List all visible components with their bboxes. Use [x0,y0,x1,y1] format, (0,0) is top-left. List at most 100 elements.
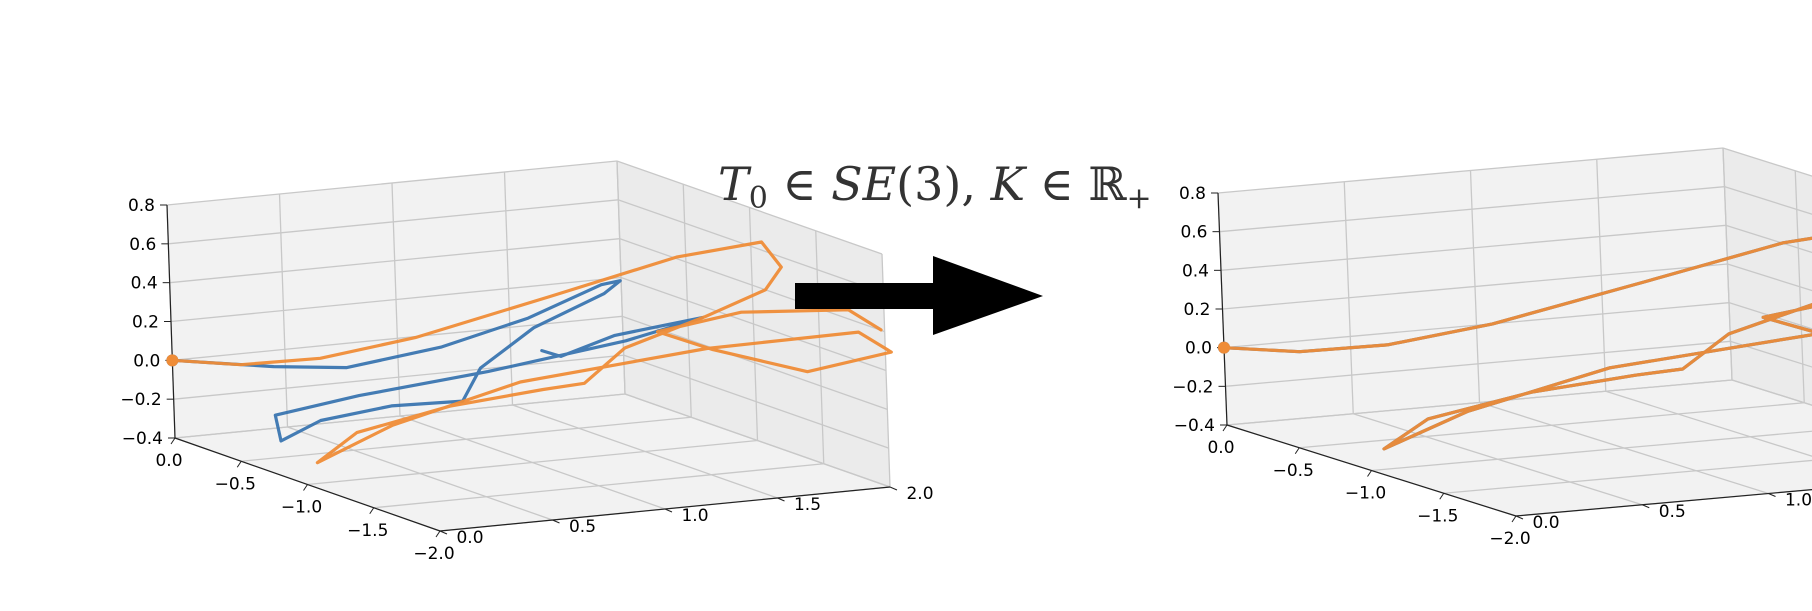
x-tick-mark [236,460,242,468]
z-tick-label: −0.4 [1174,416,1215,436]
x-tick-label: −1.0 [281,498,322,518]
y-tick-mark [1642,504,1650,509]
z-tick-label: 0.6 [1180,223,1207,243]
z-gridline [1225,340,1731,387]
z-tick-label: 0.8 [1179,184,1206,204]
transform-label: T0 ∈ SE(3), K ∈ ℝ+ [718,157,1152,216]
x-tick-mark [1222,424,1228,432]
z-gridline [1730,340,1812,368]
z-gridline [1222,263,1728,310]
x-tick-mark [1439,492,1445,500]
z-tick-label: −0.4 [122,429,163,449]
z-gridline [620,276,887,372]
arrow-head [933,256,1043,335]
z-gridline [618,199,884,294]
z-gridline [166,160,618,206]
z-tick-label: 0.4 [1182,261,1209,281]
formula-T: T [718,157,752,211]
formula-in-2: ∈ [1025,157,1088,211]
z-gridline [168,199,619,245]
z-gridline [174,393,626,439]
z-tick-label: 0.2 [132,313,159,333]
plot-after-alignment: 0.0−0.5−1.0−1.5−2.00.00.51.01.52.0−0.4−0… [1172,147,1812,549]
trajectory-series-2 [170,240,893,465]
z-gridline [1223,302,1730,349]
y-gridline [512,404,778,499]
x-tick-mark [303,484,308,491]
x-tick-label: −2.0 [413,544,454,564]
y-tick-mark [1768,493,1776,497]
z-tick-label: 0.2 [1183,300,1210,320]
formula-paren: (3), [896,157,990,211]
formula-T-subscript: 0 [749,181,768,216]
x-tick-label: −1.5 [1417,506,1458,526]
z-tick-label: −0.2 [1172,377,1213,397]
x-tick-label: −0.5 [1273,461,1314,481]
z-tick-label: 0.4 [131,274,158,294]
formula-R-subscript: + [1126,181,1151,216]
z-tick-label: −0.2 [120,390,161,410]
x-tick-mark [435,530,441,538]
formula-K: K [990,157,1028,211]
z-gridline [616,160,883,255]
y-gridline [399,415,666,510]
x-tick-mark [1367,470,1372,477]
formula-SE: SE [831,157,896,211]
z-gridline [619,238,885,333]
x-tick-label: −1.0 [1345,484,1386,504]
floor-pane [1227,380,1812,516]
z-tick-label: 0.0 [133,351,160,371]
x-tick-label: 0.0 [155,451,182,471]
plot-before-alignment: 0.0−0.5−1.0−1.5−2.00.00.51.01.52.0−0.4−0… [120,160,934,564]
z-gridline [169,238,620,284]
z-gridline [1722,147,1812,177]
z-tick-label: 0.0 [1185,339,1212,359]
y-tick-label: 1.5 [794,495,821,515]
trajectory-start-marker [166,354,179,367]
x-tick-label: −2.0 [1489,529,1530,549]
y-tick-mark [664,508,673,513]
trajectory-start-marker [1218,341,1230,354]
x-tick-label: −0.5 [215,474,256,494]
y-tick-label: 0.5 [569,517,596,537]
z-gridline [173,354,624,400]
y-tick-label: 0.5 [1659,502,1686,522]
z-gridline [1219,186,1725,233]
formula-R: ℝ [1088,157,1127,211]
z-gridline [623,354,889,449]
x-tick-mark [170,437,176,445]
formula-in-1: ∈ [768,157,831,211]
y-tick-mark [552,519,560,524]
trajectory-series-2 [1222,236,1812,451]
y-tick-label: 2.0 [906,484,933,504]
z-gridline [1727,263,1812,292]
y-gridline [1479,401,1769,495]
arrow-shaft [795,283,940,309]
z-gridline [172,315,623,361]
y-gridline [1605,390,1812,457]
x-tick-mark [369,507,375,515]
x-tick-mark [1511,515,1517,523]
z-gridline [1731,379,1812,406]
arrow-icon [795,256,1043,335]
x-tick-mark [1294,447,1300,455]
z-gridline [1220,224,1727,271]
z-tick-label: 0.6 [129,235,156,255]
z-gridline [1725,224,1812,254]
z-tick-label: 0.8 [128,196,155,216]
y-tick-mark [439,530,448,535]
y-tick-label: 1.0 [1785,491,1812,511]
z-gridline [170,276,622,323]
y-tick-mark [889,486,898,491]
y-tick-label: 1.0 [681,506,708,526]
z-gridline [624,393,891,488]
y-tick-mark [1515,515,1524,520]
z-gridline [1724,186,1812,215]
z-gridline [1226,379,1733,426]
y-tick-label: 0.0 [1532,513,1559,533]
y-tick-label: 0.0 [456,528,483,548]
y-gridline [1353,413,1643,506]
x-tick-label: 0.0 [1207,438,1234,458]
y-tick-mark [777,497,785,502]
